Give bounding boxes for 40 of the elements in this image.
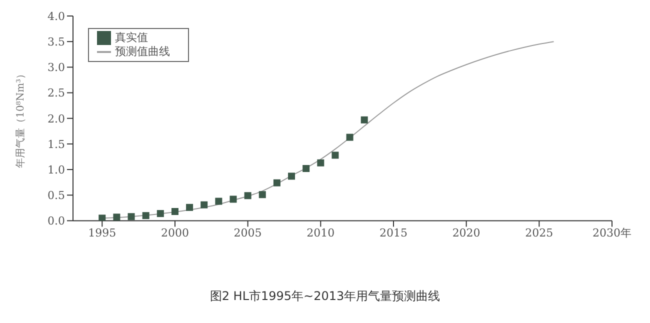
y-tick-label: 1.5 xyxy=(48,138,65,151)
point xyxy=(346,134,354,141)
point xyxy=(230,196,237,203)
point xyxy=(128,213,135,220)
x-tick-label: 2015 xyxy=(379,226,408,240)
x-tick-label: 2010 xyxy=(306,226,335,240)
point xyxy=(360,116,368,124)
y-tick-label: 4.0 xyxy=(48,10,65,23)
y-axis-title: 年用气量（10⁸Nm³） xyxy=(14,68,27,168)
text: 图2 HL市1995年~2013年用气量预测曲线 xyxy=(208,288,442,305)
y-tick-label: 2.5 xyxy=(48,86,65,100)
point xyxy=(302,165,310,172)
point xyxy=(142,212,150,220)
y-tick-label: 3.0 xyxy=(48,61,65,74)
y-tick-label: 2.0 xyxy=(48,112,65,126)
point xyxy=(244,192,252,200)
x-tick-label: 2000 xyxy=(160,226,189,240)
point xyxy=(288,172,296,180)
point xyxy=(171,208,178,216)
x-tick-label: 2030年 xyxy=(592,226,632,240)
x-tick-label: 2005 xyxy=(234,226,262,240)
point xyxy=(98,214,106,221)
point xyxy=(215,198,222,205)
point xyxy=(332,152,339,159)
legend-label: 真实值 xyxy=(115,31,148,44)
y-tick-label: 0.0 xyxy=(48,214,65,228)
x-tick-label: 2025 xyxy=(525,226,554,240)
point xyxy=(317,159,324,166)
x-tick-label: 2020 xyxy=(452,226,480,240)
point xyxy=(258,191,266,198)
point xyxy=(156,210,164,218)
point xyxy=(186,204,194,211)
point xyxy=(113,214,120,221)
y-tick-label: 3.5 xyxy=(48,35,65,48)
point xyxy=(273,179,280,186)
legend-label: 预测值曲线 xyxy=(115,45,170,58)
point xyxy=(200,201,208,208)
y-tick-label: 1.0 xyxy=(48,163,65,176)
y-tick-label: 0.5 xyxy=(48,189,65,202)
x-tick-label: 1995 xyxy=(88,226,116,240)
